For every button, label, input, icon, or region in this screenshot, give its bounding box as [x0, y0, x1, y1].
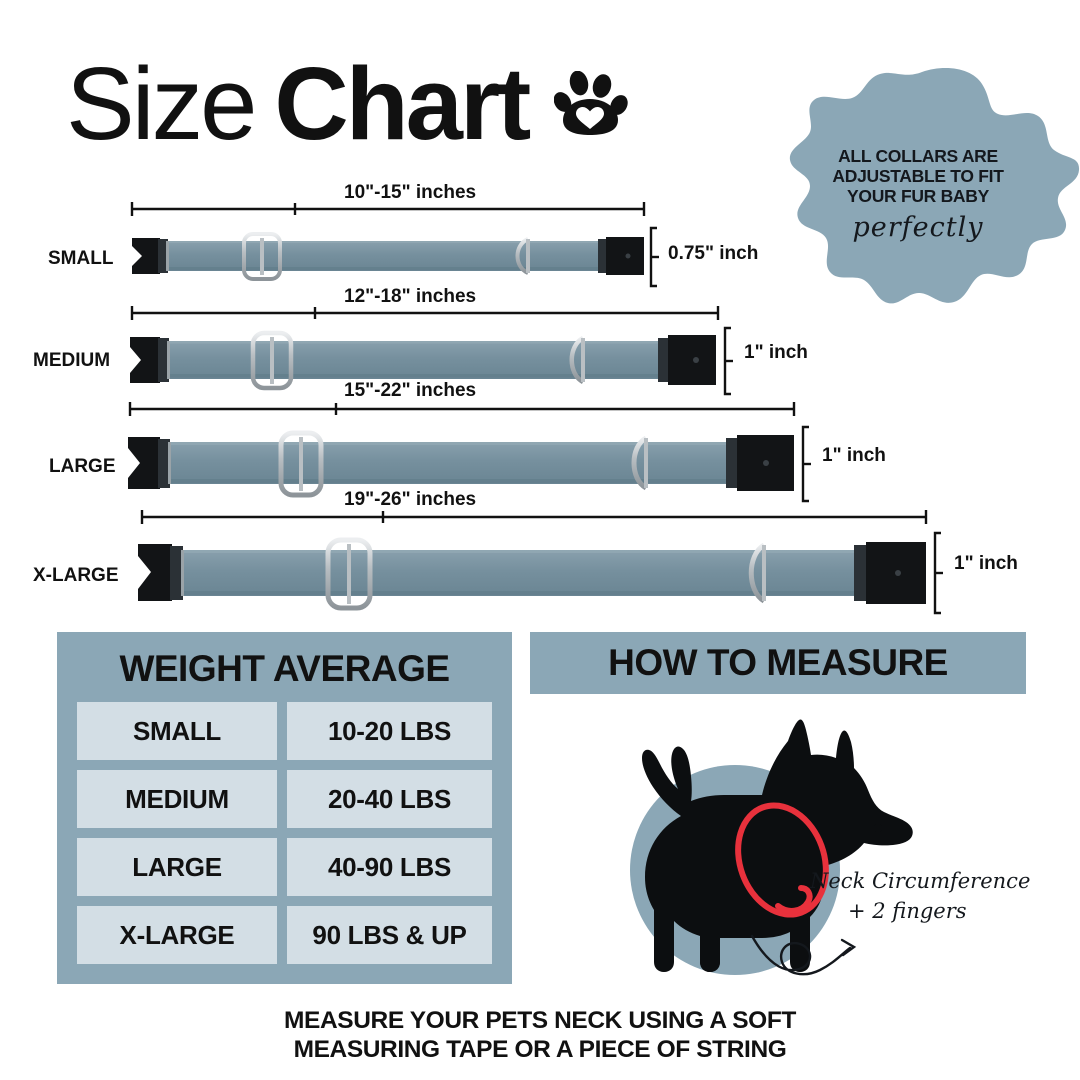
height-bracket [801, 425, 811, 503]
how-to-measure-title: HOW TO MEASURE [608, 642, 948, 683]
how-to-measure-illustration [630, 719, 913, 976]
collar-size-label: SMALL [48, 248, 114, 269]
weight-value-cell: 40-90 LBS [287, 838, 492, 896]
page-title-bold: Chart [274, 46, 531, 161]
measure-note-line-1: Neck Circumference [810, 869, 1031, 893]
height-bracket [933, 531, 943, 615]
collar-size-label: LARGE [49, 456, 116, 477]
weight-size-cell: SMALL [77, 702, 277, 760]
weight-average-title: WEIGHT AVERAGE [119, 648, 450, 689]
collar-height-label: 1" inch [744, 342, 808, 363]
collar-illustration-medium [130, 330, 716, 391]
table-row: LARGE 40-90 LBS [77, 838, 492, 896]
table-row: X-LARGE 90 LBS & UP [77, 906, 492, 964]
collar-length-label: 15"-22" inches [344, 380, 477, 401]
badge-text: ALL COLLARS ARE ADJUSTABLE TO FIT YOUR F… [782, 146, 1054, 206]
weight-value-cell: 90 LBS & UP [287, 906, 492, 964]
badge-line-1: ALL COLLARS ARE [838, 146, 998, 166]
table-row: MEDIUM 20-40 LBS [77, 770, 492, 828]
collar-illustration-small [132, 232, 644, 281]
collar-size-label: X-LARGE [33, 565, 119, 586]
collar-height-label: 1" inch [954, 553, 1018, 574]
length-dimension-line [128, 402, 796, 416]
weight-average-panel: WEIGHT AVERAGE SMALL 10-20 LBS MEDIUM 20… [57, 632, 512, 984]
collar-length-label: 12"-18" inches [344, 286, 477, 307]
adjustable-badge: ALL COLLARS ARE ADJUSTABLE TO FIT YOUR F… [782, 62, 1080, 312]
footer-line-2: MEASURING TAPE OR A PIECE OF STRING [293, 1036, 787, 1063]
length-dimension-line [130, 306, 720, 320]
length-dimension-line [130, 202, 646, 216]
badge-line-3: YOUR FUR BABY [847, 186, 989, 206]
length-dimension-line [140, 510, 928, 524]
measure-note: Neck Circumference + 2 fingers [810, 866, 1060, 926]
page-title-light: Size [66, 46, 257, 161]
table-row: SMALL 10-20 LBS [77, 702, 492, 760]
blob-shape-icon [789, 68, 1080, 304]
collar-height-label: 1" inch [822, 445, 886, 466]
weight-size-cell: X-LARGE [77, 906, 277, 964]
collar-size-label: MEDIUM [33, 350, 111, 371]
weight-size-cell: LARGE [77, 838, 277, 896]
height-bracket [649, 226, 659, 288]
height-bracket [723, 326, 733, 396]
page-title: Size Chart [66, 52, 630, 155]
collar-length-label: 19"-26" inches [344, 489, 477, 510]
collar-illustration-xlarge [138, 537, 926, 611]
collar-height-label: 0.75" inch [668, 243, 759, 264]
badge-line-2: ADJUSTABLE TO FIT [832, 166, 1004, 186]
curved-arrow-icon [750, 934, 857, 976]
how-to-measure-header: HOW TO MEASURE [530, 632, 1026, 694]
weight-value-cell: 20-40 LBS [287, 770, 492, 828]
badge-script-text: perfectly [852, 212, 984, 243]
weight-average-grid: SMALL 10-20 LBS MEDIUM 20-40 LBS LARGE 4… [77, 702, 492, 964]
footer-line-1: MEASURE YOUR PETS NECK USING A SOFT [284, 1007, 796, 1034]
weight-size-cell: MEDIUM [77, 770, 277, 828]
measure-note-line-2: + 2 fingers [848, 899, 967, 923]
collar-illustration-large [128, 430, 794, 498]
collar-length-label: 10"-15" inches [344, 182, 477, 203]
footer-instructions: MEASURE YOUR PETS NECK USING A SOFT MEAS… [0, 1006, 1080, 1064]
dog-silhouette-icon [642, 719, 913, 972]
paw-print-heart-icon [554, 70, 630, 142]
red-measuring-loop-icon [735, 802, 829, 918]
weight-value-cell: 10-20 LBS [287, 702, 492, 760]
